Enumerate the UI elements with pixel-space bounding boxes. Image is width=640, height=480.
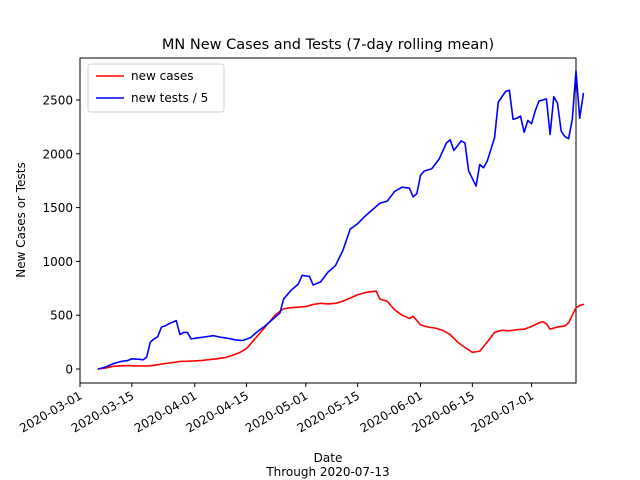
series-line-new-tests xyxy=(97,70,585,370)
legend: new cases new tests / 5 xyxy=(87,63,225,113)
x-axis-sublabel: Through 2020-07-13 xyxy=(265,465,389,479)
plot-area xyxy=(79,57,577,384)
series-line-new-cases xyxy=(97,290,585,370)
y-tick-label: 500 xyxy=(50,309,73,323)
y-tick-label: 2000 xyxy=(42,147,73,161)
y-tick-label: 1000 xyxy=(42,255,73,269)
y-axis-ticks: 0 500 1000 1500 2000 2500 xyxy=(42,93,80,377)
chart-title: MN New Cases and Tests (7-day rolling me… xyxy=(162,37,494,53)
legend-label-new-cases: new cases xyxy=(131,69,193,83)
x-axis-label: Date xyxy=(314,451,343,465)
y-tick-label: 0 xyxy=(65,363,73,377)
legend-label-new-tests: new tests / 5 xyxy=(131,91,208,105)
y-tick-label: 1500 xyxy=(42,201,73,215)
series-layer xyxy=(97,70,585,370)
axes-frame xyxy=(79,57,577,384)
y-axis-label: New Cases or Tests xyxy=(14,162,28,277)
y-tick-label: 2500 xyxy=(42,93,73,107)
